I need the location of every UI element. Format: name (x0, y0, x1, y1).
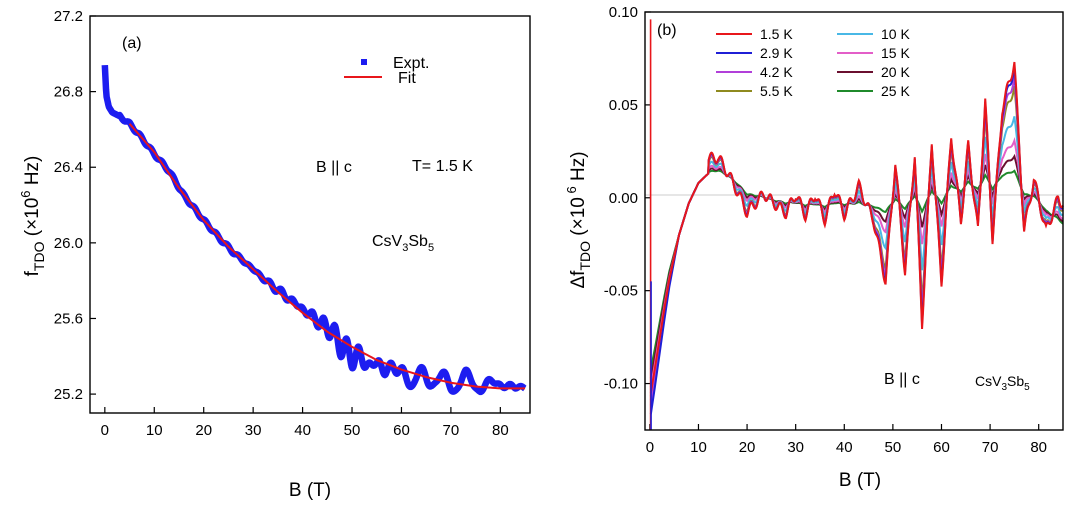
legend-label: 5.5 K (760, 83, 793, 99)
panel-a-y-tick-label: 25.6 (54, 310, 83, 327)
panel-b-frame (644, 11, 1064, 431)
temperature-annotation: T= 1.5 K (412, 158, 473, 175)
legend-label: 25 K (881, 83, 910, 99)
panel-b-y-tick-label: 0.05 (609, 97, 638, 114)
panel-a-frame (89, 15, 531, 414)
panel-a-y-tick-label: 27.2 (54, 8, 83, 25)
series-25k (649, 169, 1064, 370)
legend-label: 1.5 K (760, 26, 793, 42)
expt-data-series (101, 64, 528, 396)
panel-b-y-tick-label: -0.10 (604, 376, 638, 393)
panel-a-ticks: 0 10 20 30 40 50 60 70 80 25.2 25.6 26.0 26.4 26.8 27.… (54, 8, 509, 439)
compound-annotation: CsV3Sb5 (372, 233, 434, 254)
panel-b-y-tick-label: 0.00 (609, 190, 638, 207)
panel-b-x-tick-label: 0 (646, 439, 654, 456)
panel-b-y-tick-label: -0.05 (604, 283, 638, 300)
panel-a-x-tick-label: 0 (101, 422, 109, 439)
panel-b-x-tick-label: 50 (885, 439, 902, 456)
panel-b-legend: 1.5 K 2.9 K 4.2 K 5.5 K 10 K 15 K 20 K 25 K (716, 26, 910, 99)
field-direction-annotation-b: B || c (884, 371, 920, 388)
series-1.5k (649, 61, 1064, 393)
legend-label: 20 K (881, 64, 910, 80)
legend-label: 15 K (881, 45, 910, 61)
panel-b-x-axis-label: B (T) (839, 470, 881, 491)
legend-label: 2.9 K (760, 45, 793, 61)
panel-b-x-tick-label: 70 (982, 439, 999, 456)
panel-a-x-tick-label: 40 (294, 422, 311, 439)
panel-a-label: (a) (122, 35, 142, 52)
panel-b-x-tick-label: 10 (690, 439, 707, 456)
panel-a-x-tick-label: 30 (245, 422, 262, 439)
panel-a-y-axis-label: fTDO (×106 Hz) (18, 156, 47, 277)
panel-a-x-tick-label: 50 (344, 422, 361, 439)
panel-a-x-tick-label: 70 (443, 422, 460, 439)
panel-b: 0 10 20 30 40 50 60 70 80-0.10-0.050.000.050.10 … (564, 4, 1064, 491)
panel-a-x-tick-label: 20 (195, 422, 212, 439)
panel-b-x-tick-label: 20 (739, 439, 756, 456)
panel-a-y-tick-label: 26.0 (54, 235, 83, 252)
panel-b-ticks: 0 10 20 30 40 50 60 70 80 -0.10 -0.05 0.00 0.05 0.10 (604, 4, 1047, 456)
field-direction-annotation: B || c (316, 159, 352, 176)
panel-b-x-tick-label: 30 (787, 439, 804, 456)
panel-a-data (101, 64, 528, 396)
legend-label: 4.2 K (760, 64, 793, 80)
panel-b-x-tick-label: 40 (836, 439, 853, 456)
fit-series (128, 123, 526, 390)
panel-a-y-tick-label: 26.4 (54, 159, 83, 176)
panel-b-y-axis-label: ΔfTDO (×10 6 Hz) (564, 151, 593, 288)
panel-a: 0 10 20 30 40 50 60 70 80 25.2 25.6 26.0 26.4 26.8 27.… (18, 8, 531, 501)
panel-a-x-tick-label: 10 (146, 422, 163, 439)
panel-b-x-tick-label: 80 (1030, 439, 1047, 456)
panel-b-y-tick-label: 0.10 (609, 4, 638, 21)
panel-b-label: (b) (657, 22, 677, 39)
panel-a-y-tick-label: 26.8 (54, 84, 83, 101)
legend-expt-marker (361, 59, 367, 65)
panel-a-y-tick-label: 25.2 (54, 386, 83, 403)
panel-b-data (649, 19, 1064, 430)
panel-a-x-tick-label: 60 (393, 422, 410, 439)
panel-a-x-axis-label: B (T) (289, 480, 331, 501)
panel-a-x-tick-label: 80 (492, 422, 509, 439)
legend-fit-label: Fit (398, 70, 416, 87)
legend-expt-label: Expt. (393, 55, 429, 72)
legend-label: 10 K (881, 26, 910, 42)
compound-annotation-b: CsV3Sb5 (975, 373, 1030, 393)
panel-b-x-tick-label: 60 (933, 439, 950, 456)
